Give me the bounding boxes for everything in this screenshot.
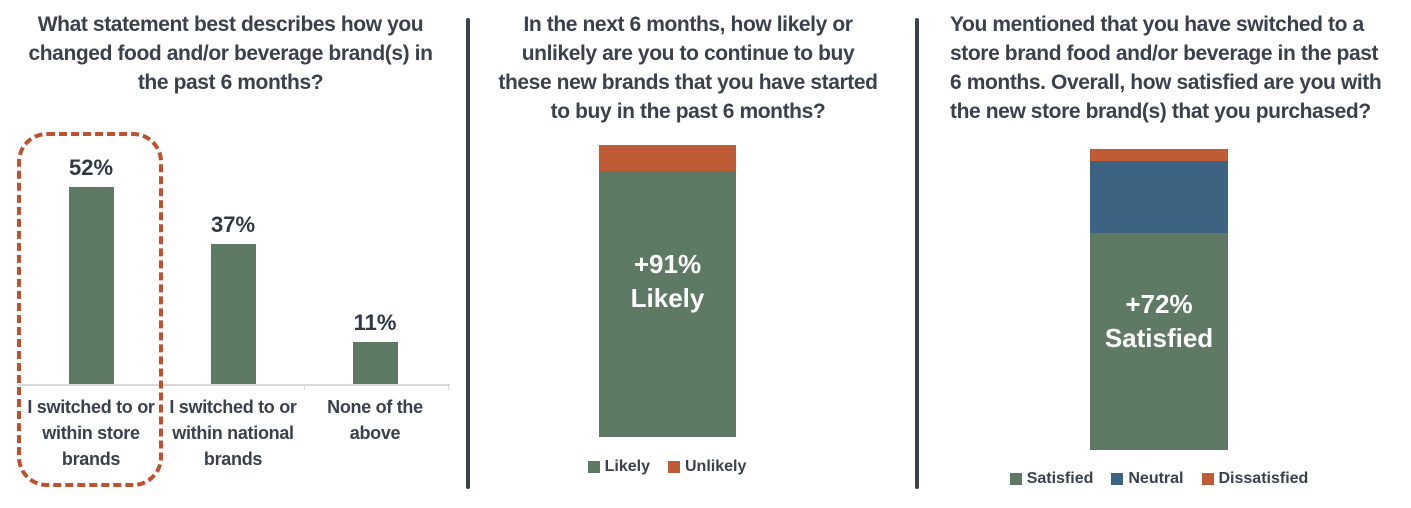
axis-tick [448, 384, 449, 390]
legend-label: Unlikely [685, 458, 747, 475]
legend-swatch-dissatisfied [1201, 473, 1214, 485]
highlight-dashed-box [17, 132, 163, 487]
legend-item-neutral: Neutral [1111, 470, 1184, 488]
bar-value-label: 52% [68, 155, 114, 180]
legend-label: Dissatisfied [1218, 470, 1309, 487]
segment-unlikely [599, 145, 736, 171]
legend-label: Satisfied [1026, 470, 1094, 487]
axis-tick [304, 384, 305, 390]
legend-swatch-unlikely [668, 461, 680, 473]
bar-store-brands [69, 187, 114, 384]
stacked-bar-satisfaction [1090, 149, 1228, 450]
legend-swatch-likely [587, 461, 600, 473]
bar-value-label: 11% [353, 310, 397, 335]
segment-likely [599, 171, 736, 437]
question-title: You mentioned that you have switched to … [950, 13, 1382, 123]
bar-category-label: I switched to or within national brands [169, 397, 297, 469]
segment-neutral [1090, 161, 1228, 233]
bar-annotation: +72% Satisfied [1104, 289, 1214, 353]
stacked-bar-likelihood [599, 145, 736, 437]
legend-label: Likely [604, 458, 650, 475]
legend-item-satisfied: Satisfied [1009, 470, 1094, 488]
segment-dissatisfied [1090, 149, 1228, 161]
bar-national-brands [211, 244, 256, 384]
bar-category-label: I switched to or within store brands [27, 397, 155, 469]
legend-label: Neutral [1128, 470, 1184, 487]
legend-item-dissatisfied: Dissatisfied [1201, 470, 1309, 488]
bar-annotation: +91% Likely [630, 249, 705, 313]
legend: Satisfied Neutral Dissatisfied [959, 470, 1359, 488]
panel-divider [915, 18, 919, 489]
segment-satisfied [1090, 233, 1228, 450]
bar-value-label: 37% [210, 212, 256, 237]
bar-category-label: None of the above [327, 397, 423, 443]
legend-item-likely: Likely [587, 458, 650, 476]
question-title: What statement best describes how you ch… [28, 13, 433, 94]
panel-divider [466, 18, 470, 489]
legend-item-unlikely: Unlikely [668, 458, 746, 476]
bar-none-of-above [353, 342, 398, 384]
question-title: In the next 6 months, how likely or unli… [498, 13, 878, 123]
x-axis-baseline [18, 384, 450, 386]
legend: Likely Unlikely [467, 458, 867, 476]
legend-swatch-satisfied [1009, 473, 1022, 485]
legend-swatch-neutral [1111, 473, 1124, 485]
